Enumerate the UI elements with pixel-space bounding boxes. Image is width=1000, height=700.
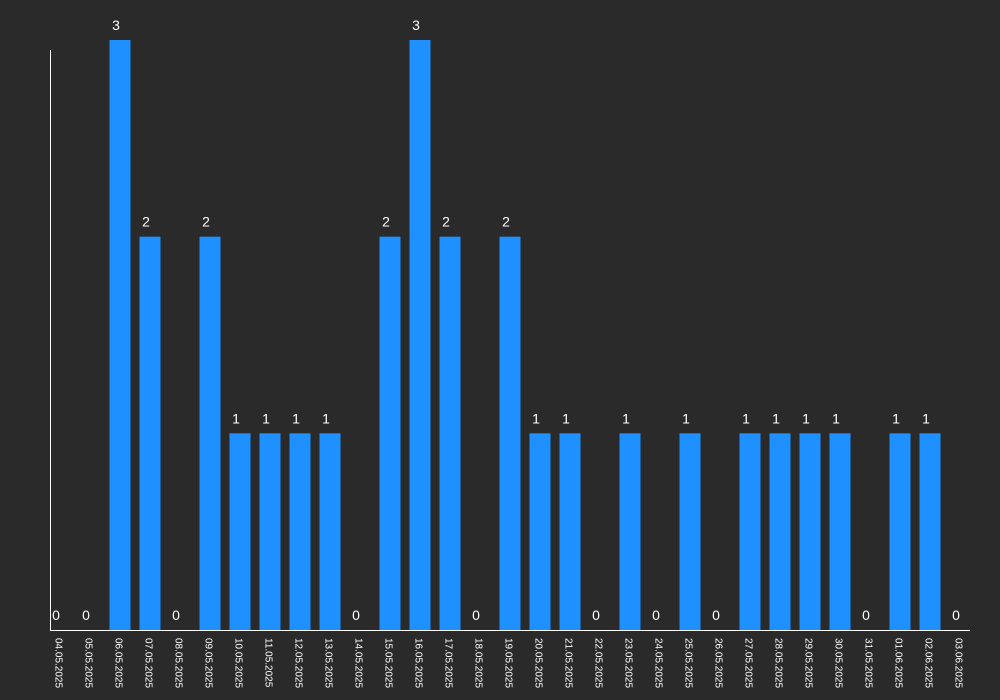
x-tick-label-13.05.2025: 13.05.2025: [322, 638, 333, 688]
bar-01.06.2025: [889, 433, 911, 630]
bar-29.05.2025: [799, 433, 821, 630]
x-tick-label-12.05.2025: 12.05.2025: [292, 638, 303, 688]
x-tick-label-25.05.2025: 25.05.2025: [682, 638, 693, 688]
bar-30.05.2025: [829, 433, 851, 630]
value-label-17.05.2025: 2: [442, 214, 450, 230]
x-tick-label-05.05.2025: 05.05.2025: [82, 638, 93, 688]
x-tick-label-21.05.2025: 21.05.2025: [562, 638, 573, 688]
x-tick-label-11.05.2025: 11.05.2025: [262, 638, 273, 688]
bar-25.05.2025: [679, 433, 701, 630]
value-label-01.06.2025: 1: [892, 410, 900, 426]
value-label-15.05.2025: 2: [382, 214, 390, 230]
x-tick-label-02.06.2025: 02.06.2025: [922, 638, 933, 688]
bar-20.05.2025: [529, 433, 551, 630]
value-label-14.05.2025: 0: [352, 607, 360, 623]
x-tick-label-01.06.2025: 01.06.2025: [892, 638, 903, 688]
bar-21.05.2025: [559, 433, 581, 630]
value-label-29.05.2025: 1: [802, 410, 810, 426]
value-label-23.05.2025: 1: [622, 410, 630, 426]
bar-28.05.2025: [769, 433, 791, 630]
value-label-03.06.2025: 0: [952, 607, 960, 623]
x-tick-label-09.05.2025: 09.05.2025: [202, 638, 213, 688]
bar-16.05.2025: [409, 40, 431, 630]
value-label-19.05.2025: 2: [502, 214, 510, 230]
value-label-30.05.2025: 1: [832, 410, 840, 426]
value-labels-group: 0 0 3 2 0 2 1 1 1 1 0 2 3 2 0 2 1 1 0 1 0 1 0 1 1 1 1 0 1 1 0: [52, 17, 960, 623]
value-label-06.05.2025: 3: [112, 17, 120, 33]
x-tick-label-28.05.2025: 28.05.2025: [772, 638, 783, 688]
value-label-08.05.2025: 0: [172, 607, 180, 623]
x-tick-label-10.05.2025: 10.05.2025: [232, 638, 243, 688]
x-tick-label-30.05.2025: 30.05.2025: [832, 638, 843, 688]
x-tick-label-16.05.2025: 16.05.2025: [412, 638, 423, 688]
value-label-05.05.2025: 0: [82, 607, 90, 623]
bar-02.06.2025: [919, 433, 941, 630]
x-tick-label-07.05.2025: 07.05.2025: [142, 638, 153, 688]
value-label-16.05.2025: 3: [412, 17, 420, 33]
value-label-09.05.2025: 2: [202, 214, 210, 230]
bar-06.05.2025: [109, 40, 131, 630]
bar-15.05.2025: [379, 236, 401, 630]
x-tick-label-08.05.2025: 08.05.2025: [172, 638, 183, 688]
value-label-04.05.2025: 0: [52, 607, 60, 623]
x-tick-label-19.05.2025: 19.05.2025: [502, 638, 513, 688]
x-tick-label-29.05.2025: 29.05.2025: [802, 638, 813, 688]
value-label-18.05.2025: 0: [472, 607, 480, 623]
value-label-07.05.2025: 2: [142, 214, 150, 230]
value-label-24.05.2025: 0: [652, 607, 660, 623]
bar-07.05.2025: [139, 236, 161, 630]
x-tick-label-23.05.2025: 23.05.2025: [622, 638, 633, 688]
bar-23.05.2025: [619, 433, 641, 630]
bar-11.05.2025: [259, 433, 281, 630]
x-tick-label-14.05.2025: 14.05.2025: [352, 638, 363, 688]
bar-13.05.2025: [319, 433, 341, 630]
value-label-25.05.2025: 1: [682, 410, 690, 426]
bar-19.05.2025: [499, 236, 521, 630]
x-tick-label-17.05.2025: 17.05.2025: [442, 638, 453, 688]
value-label-21.05.2025: 1: [562, 410, 570, 426]
x-tick-label-18.05.2025: 18.05.2025: [472, 638, 483, 688]
bar-12.05.2025: [289, 433, 311, 630]
bar-27.05.2025: [739, 433, 761, 630]
value-label-11.05.2025: 1: [262, 410, 270, 426]
x-tick-labels-group: 04.05.2025 05.05.2025 06.05.2025 07.05.2025…: [52, 638, 963, 688]
value-label-13.05.2025: 1: [322, 410, 330, 426]
bar-17.05.2025: [439, 236, 461, 630]
bar-10.05.2025: [229, 433, 251, 630]
x-tick-label-03.06.2025: 03.06.2025: [952, 638, 963, 688]
x-tick-label-15.05.2025: 15.05.2025: [382, 638, 393, 688]
value-label-31.05.2025: 0: [862, 607, 870, 623]
value-label-10.05.2025: 1: [232, 410, 240, 426]
value-label-27.05.2025: 1: [742, 410, 750, 426]
x-tick-label-04.05.2025: 04.05.2025: [52, 638, 63, 688]
x-tick-label-20.05.2025: 20.05.2025: [532, 638, 543, 688]
value-label-26.05.2025: 0: [712, 607, 720, 623]
x-tick-label-24.05.2025: 24.05.2025: [652, 638, 663, 688]
x-tick-label-22.05.2025: 22.05.2025: [592, 638, 603, 688]
x-tick-label-26.05.2025: 26.05.2025: [712, 638, 723, 688]
value-label-20.05.2025: 1: [532, 410, 540, 426]
value-label-12.05.2025: 1: [292, 410, 300, 426]
x-tick-label-06.05.2025: 06.05.2025: [112, 638, 123, 688]
value-label-28.05.2025: 1: [772, 410, 780, 426]
value-label-02.06.2025: 1: [922, 410, 930, 426]
bars-group: [109, 40, 941, 630]
value-label-22.05.2025: 0: [592, 607, 600, 623]
x-tick-label-31.05.2025: 31.05.2025: [862, 638, 873, 688]
x-tick-label-27.05.2025: 27.05.2025: [742, 638, 753, 688]
bar-09.05.2025: [199, 236, 221, 630]
